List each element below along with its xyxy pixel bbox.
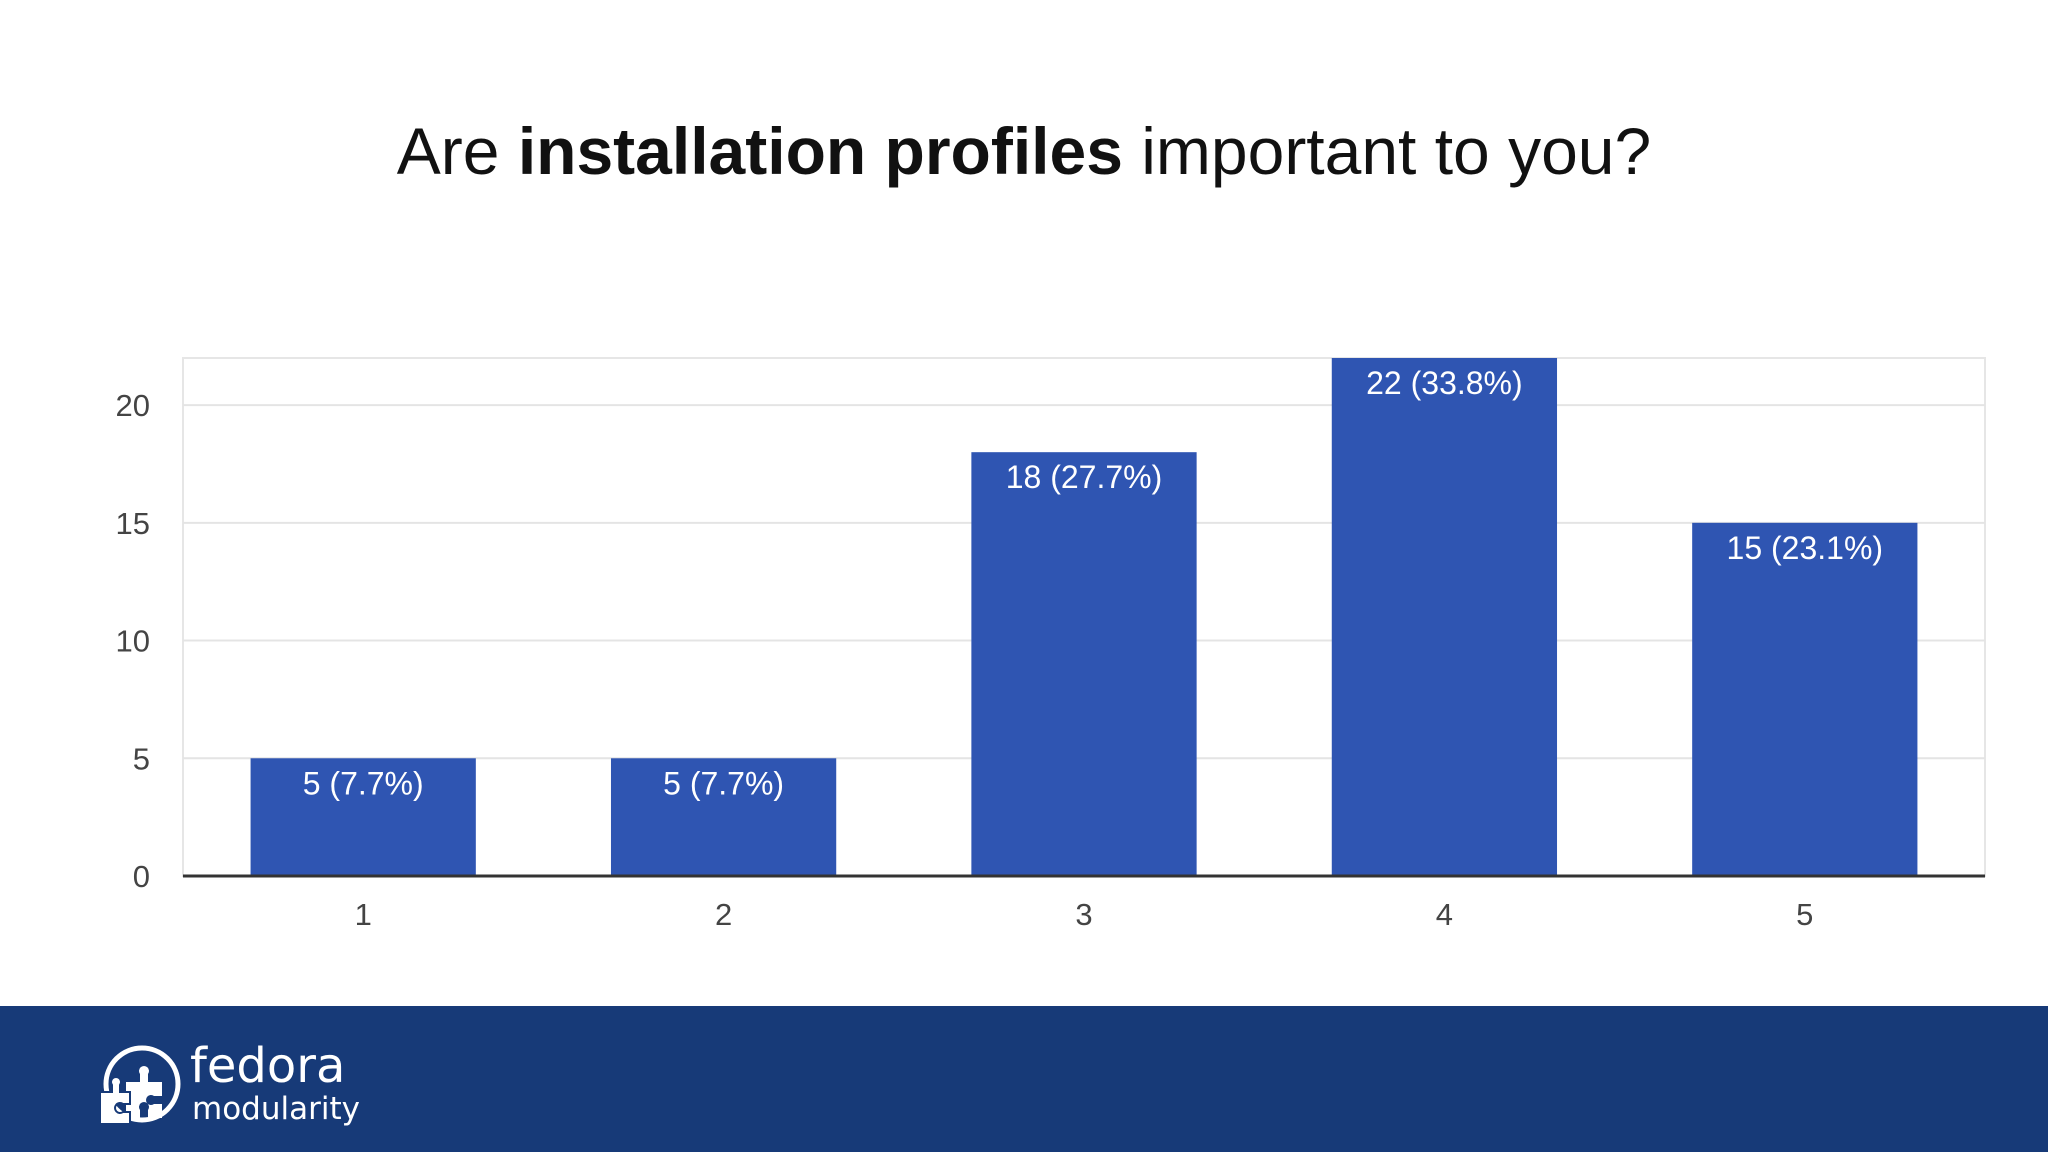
title-prefix: Are — [396, 114, 518, 188]
data-label-3: 18 (27.7%) — [1006, 459, 1163, 495]
brand-name: fedora — [190, 1038, 346, 1094]
data-label-5: 15 (23.1%) — [1727, 530, 1884, 566]
x-tick-label-5: 5 — [1796, 897, 1813, 932]
data-label-1: 5 (7.7%) — [303, 765, 424, 801]
y-axis-tick-labels: 0 5 10 15 20 — [116, 388, 150, 894]
x-tick-label-4: 4 — [1436, 897, 1453, 932]
brand-subtitle: modularity — [192, 1091, 360, 1127]
y-tick-label-10: 10 — [116, 624, 150, 659]
slide-title: Are installation profiles important to y… — [0, 118, 2048, 184]
x-tick-label-3: 3 — [1075, 897, 1092, 932]
y-tick-label-20: 20 — [116, 388, 150, 423]
title-emphasis: installation profiles — [517, 114, 1123, 188]
y-tick-label-15: 15 — [116, 506, 150, 541]
data-labels: 5 (7.7%) 5 (7.7%) 18 (27.7%) 22 (33.8%) 15 (… — [303, 365, 1883, 801]
bar-5 — [1692, 522, 1918, 876]
bar-4 — [1331, 358, 1558, 876]
y-tick-label-0: 0 — [133, 859, 150, 894]
bar-1 — [250, 758, 476, 876]
y-tick-label-5: 5 — [133, 741, 150, 776]
title-suffix: important to you? — [1122, 114, 1652, 188]
fedora-puzzle-logo-icon — [99, 1045, 181, 1125]
x-axis-tick-labels: 1 2 3 4 5 — [355, 897, 1814, 932]
x-tick-label-2: 2 — [715, 897, 732, 932]
fedora-modularity-logo: fedora modularity — [96, 1036, 396, 1136]
bars — [250, 358, 1918, 876]
footer-bar: fedora modularity — [0, 1006, 2048, 1152]
data-label-4: 22 (33.8%) — [1366, 365, 1523, 401]
x-tick-label-1: 1 — [355, 897, 372, 932]
bar-2 — [610, 758, 837, 876]
data-label-2: 5 (7.7%) — [663, 765, 784, 801]
bar-3 — [971, 452, 1197, 876]
